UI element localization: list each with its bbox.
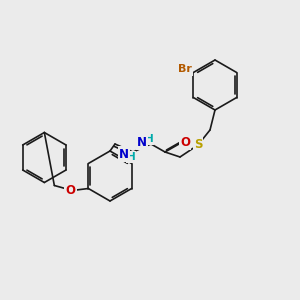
Text: Br: Br xyxy=(178,64,192,74)
Text: O: O xyxy=(180,136,190,148)
Text: S: S xyxy=(194,139,202,152)
Text: N: N xyxy=(119,148,129,160)
Text: H: H xyxy=(127,152,135,162)
Text: N: N xyxy=(137,136,147,148)
Text: O: O xyxy=(65,184,75,197)
Text: H: H xyxy=(145,134,153,144)
